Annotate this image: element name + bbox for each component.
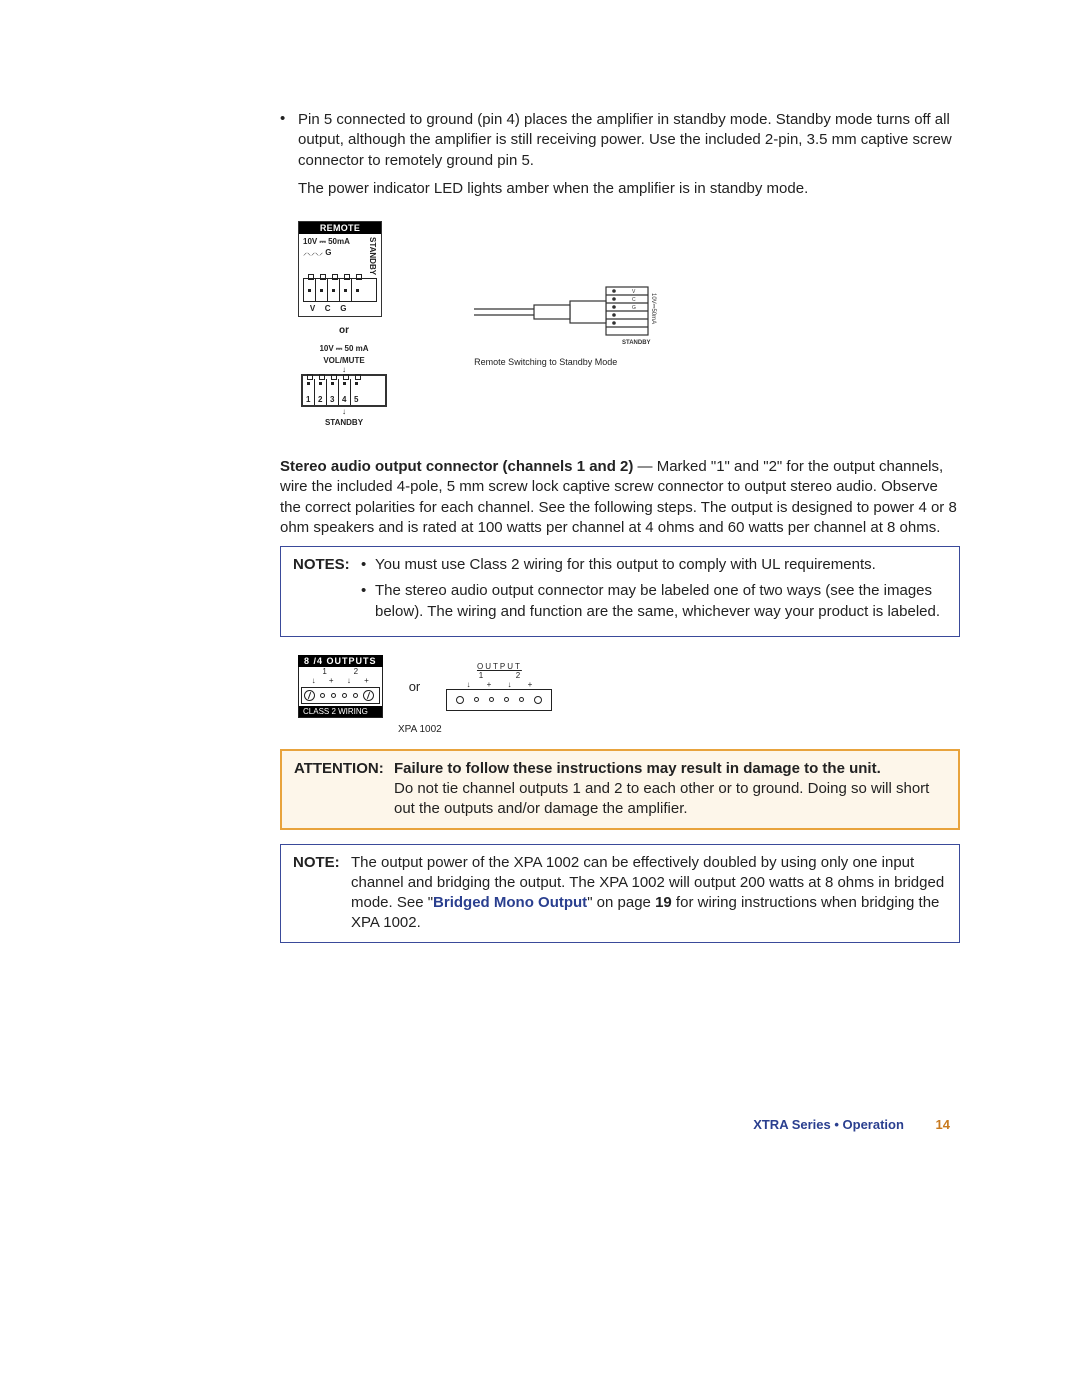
attention-box: ATTENTION: Failure to follow these instr… [280,749,960,830]
page-footer: XTRA Series • Operation 14 [0,1117,1080,1132]
bullet-text: Pin 5 connected to ground (pin 4) places… [298,110,960,171]
note-label: NOTE: [293,853,351,934]
notes-box: NOTES: • You must use Class 2 wiring for… [280,546,960,637]
remote-caption: Remote Switching to Standby Mode [474,357,674,367]
svg-text:G: G [632,305,636,311]
output-diagram-group: 8 /4 OUTPUTS 1 2 ↓ + ↓ + CLASS 2 WI [298,655,960,735]
note-content: The output power of the XPA 1002 can be … [351,853,947,934]
page-number: 14 [936,1117,950,1132]
attention-title: Failure to follow these instructions may… [394,759,946,779]
led-paragraph: The power indicator LED lights amber whe… [298,179,960,199]
or-label-1: or [298,325,390,336]
standby-label: STANDBY [298,418,390,427]
output-box-right: OUTPUT 1 2 ↓ + ↓ + [446,662,552,711]
remote-header: REMOTE [299,222,381,234]
stereo-bold: Stereo audio output connector (channels … [280,458,633,475]
model-label: XPA 1002 [398,724,960,735]
connector-5pin-top [303,278,377,302]
attention-body: Do not tie channel outputs 1 and 2 to ea… [394,779,946,820]
spec-line-2: 10V ⎓ 50 mA [298,344,390,354]
or-label-2: or [409,679,421,694]
standby-side-label: STANDBY [368,237,377,275]
notes-item-2: • The stereo audio output connector may … [361,581,947,622]
stereo-paragraph: Stereo audio output connector (channels … [280,457,960,538]
output-label-right: OUTPUT [446,662,552,671]
page-ref: 19 [655,894,672,911]
notes-label: NOTES: [293,555,361,628]
remote-diagram-group: REMOTE 10V ⎓ 50mA ⸝⸜⸝⸜⸝ G STANDBY [298,221,960,427]
bridged-mono-link[interactable]: Bridged Mono Output [433,894,587,911]
bullet-pin5: • Pin 5 connected to ground (pin 4) plac… [280,110,960,171]
spec-line-1: 10V ⎓ 50mA [303,237,368,247]
vcg-labels: V C G [303,302,377,313]
svg-text:10V⎓50mA: 10V⎓50mA [650,293,656,324]
output-header-left: 8 /4 OUTPUTS [298,655,383,667]
class2-wiring-label: CLASS 2 WIRING [299,706,382,717]
svg-text:C: C [632,297,636,303]
note-box: NOTE: The output power of the XPA 1002 c… [280,844,960,943]
svg-text:STANDBY: STANDBY [622,340,651,346]
remote-side-diagram: 10V⎓50mA V C G STANDBY Remote Switching … [474,279,674,367]
volmute-label: VOL/MUTE [298,356,390,365]
footer-text: XTRA Series • Operation [753,1117,904,1132]
attention-label: ATTENTION: [294,759,394,820]
bullet-marker: • [280,110,298,171]
output-box-left: 8 /4 OUTPUTS 1 2 ↓ + ↓ + CLASS 2 WI [298,655,383,718]
notes-item-1: • You must use Class 2 wiring for this o… [361,555,947,575]
connector-5pin-bottom: 1 2 3 4 5 [303,379,385,405]
